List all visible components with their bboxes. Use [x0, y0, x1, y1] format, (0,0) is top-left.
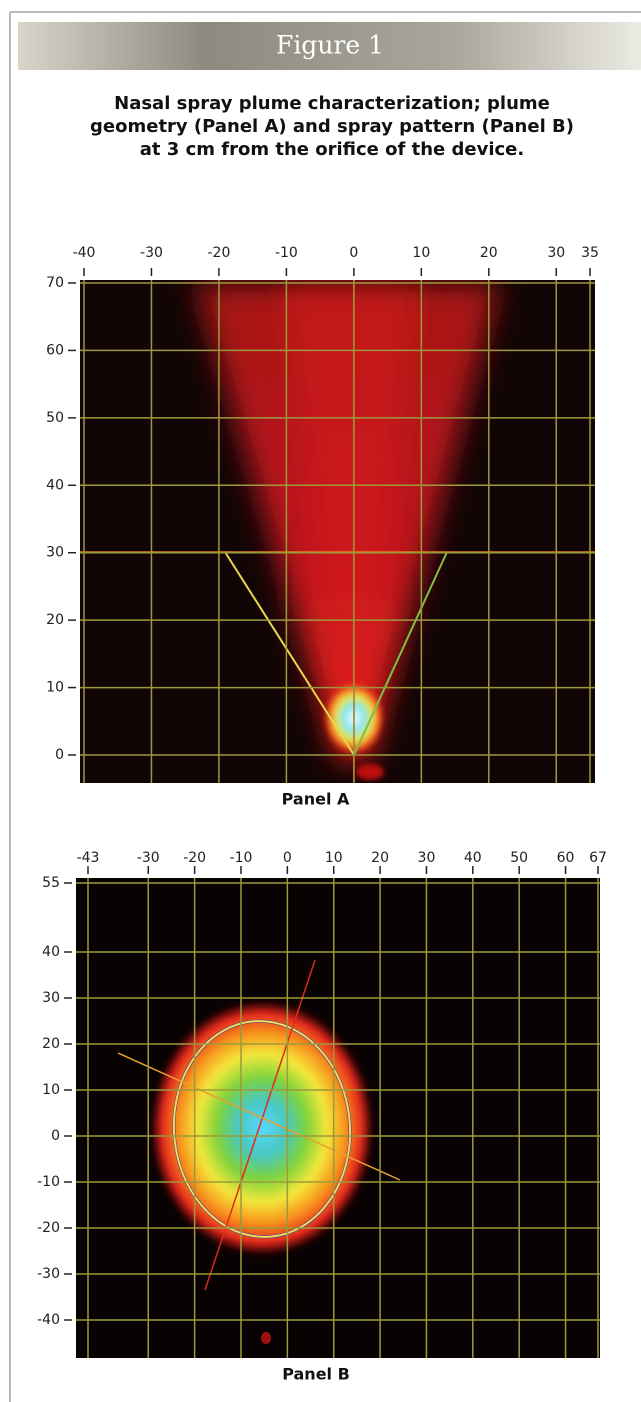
header-band	[18, 22, 641, 70]
x-tick-label: 60	[557, 850, 575, 866]
x-tick-label: 20	[480, 245, 498, 261]
y-tick-label: 0	[51, 1128, 60, 1144]
y-tick-label: -20	[37, 1220, 60, 1236]
x-tick-label: 10	[325, 850, 343, 866]
x-tick-label: -40	[73, 245, 96, 261]
y-tick-label: 20	[46, 612, 64, 628]
y-tick-label: 10	[46, 680, 64, 696]
x-tick-label: 10	[412, 245, 430, 261]
x-tick-label: 0	[283, 850, 292, 866]
figure-title: Nasal spray plume characterization; plum…	[114, 93, 550, 114]
panel-caption: Panel B	[282, 1365, 350, 1384]
y-tick-label: 20	[42, 1036, 60, 1052]
y-tick-label: 30	[42, 990, 60, 1006]
y-tick-label: 55	[42, 875, 60, 891]
x-tick-label: 30	[418, 850, 436, 866]
x-tick-label: -10	[230, 850, 253, 866]
y-tick-label: -40	[37, 1312, 60, 1328]
y-tick-label: 70	[46, 275, 64, 291]
x-tick-label: 35	[581, 245, 599, 261]
y-tick-label: 40	[42, 944, 60, 960]
y-tick-label: 60	[46, 342, 64, 358]
x-tick-label: -20	[183, 850, 206, 866]
x-tick-label: -20	[207, 245, 230, 261]
figure-title: at 3 cm from the orifice of the device.	[140, 139, 524, 160]
y-tick-label: 0	[55, 747, 64, 763]
figure-title: geometry (Panel A) and spray pattern (Pa…	[90, 116, 574, 137]
x-tick-label: 20	[371, 850, 389, 866]
x-tick-label: 0	[349, 245, 358, 261]
x-tick-label: -30	[140, 245, 163, 261]
y-tick-label: 10	[42, 1082, 60, 1098]
y-tick-label: 50	[46, 410, 64, 426]
x-tick-label: 30	[547, 245, 565, 261]
panel-caption: Panel A	[282, 790, 350, 809]
x-tick-label: -10	[275, 245, 298, 261]
y-tick-label: 30	[46, 545, 64, 561]
y-tick-label: -10	[37, 1174, 60, 1190]
figure-label: Figure 1	[276, 31, 384, 60]
y-tick-label: 40	[46, 477, 64, 493]
plume-image	[80, 280, 595, 783]
x-tick-label: 67	[589, 850, 607, 866]
x-tick-label: 50	[510, 850, 528, 866]
y-tick-label: -30	[37, 1266, 60, 1282]
x-tick-label: 40	[464, 850, 482, 866]
pattern-image	[76, 878, 600, 1358]
x-tick-label: -43	[77, 850, 100, 866]
x-tick-label: -30	[137, 850, 160, 866]
